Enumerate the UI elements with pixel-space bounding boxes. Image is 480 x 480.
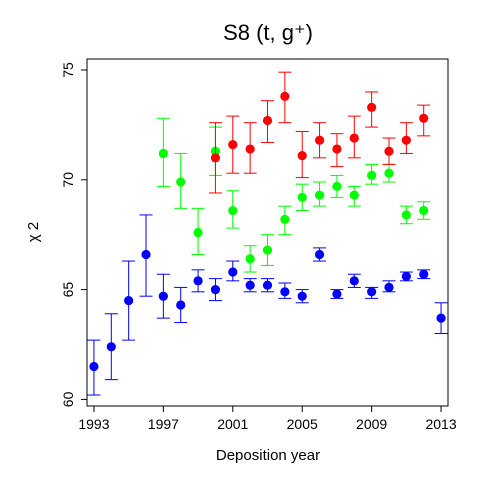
x-tick-label: 2005 <box>287 416 318 432</box>
series-1 <box>156 117 431 273</box>
data-point <box>332 181 342 191</box>
data-point <box>176 300 186 310</box>
y-axis-title: χ 2 <box>25 222 42 242</box>
data-point <box>228 267 238 277</box>
data-point <box>210 153 221 163</box>
y-tick-label: 75 <box>60 62 76 78</box>
data-point <box>384 282 394 293</box>
data-point <box>349 133 359 143</box>
data-point <box>419 269 429 279</box>
data-point <box>228 205 238 216</box>
data-point <box>401 135 411 145</box>
data-point <box>280 214 290 224</box>
plot-frame <box>86 58 449 407</box>
data-point <box>297 192 307 202</box>
y-tick-label: 60 <box>60 391 76 407</box>
x-tick-label: 2009 <box>356 416 387 432</box>
data-point <box>193 276 203 286</box>
data-point <box>245 144 255 154</box>
data-point <box>401 271 411 282</box>
data-point <box>106 342 116 352</box>
x-tick-label: 2013 <box>425 416 456 432</box>
data-point <box>89 361 99 372</box>
data-point <box>245 254 255 264</box>
data-point <box>297 151 307 161</box>
data-point <box>158 291 168 301</box>
data-point <box>176 177 186 187</box>
data-point <box>124 295 134 306</box>
data-point <box>228 140 238 150</box>
data-marks <box>87 71 448 396</box>
chart-title: S8 (t, g⁺) <box>223 20 313 45</box>
data-point <box>314 190 325 200</box>
data-point <box>332 144 342 154</box>
data-point <box>280 91 290 101</box>
x-axis-title: Deposition year <box>216 447 320 464</box>
data-point <box>314 249 325 260</box>
y-tick-label: 65 <box>60 282 76 298</box>
x-tick-label: 1997 <box>148 416 179 432</box>
data-point <box>419 205 429 216</box>
data-point <box>245 280 255 290</box>
x-tick-label: 1993 <box>78 416 109 432</box>
data-point <box>436 313 446 323</box>
data-point <box>193 227 203 238</box>
data-point <box>332 289 342 299</box>
series-2 <box>208 71 431 194</box>
x-tick-label: 2001 <box>217 416 248 432</box>
data-point <box>141 249 151 260</box>
data-point <box>314 135 325 145</box>
data-point <box>210 285 221 295</box>
data-point <box>401 210 411 220</box>
data-point <box>367 170 377 180</box>
data-point <box>367 287 377 297</box>
data-point <box>158 148 168 159</box>
data-point <box>280 287 290 297</box>
y-axis: 60 65 70 75 <box>60 62 87 407</box>
data-point <box>384 146 394 156</box>
y-tick-label: 70 <box>60 172 76 188</box>
data-point <box>262 280 273 290</box>
data-point <box>419 113 429 123</box>
data-point <box>262 115 273 126</box>
data-point <box>349 276 359 286</box>
series-0 <box>87 214 448 396</box>
data-point <box>384 168 394 178</box>
data-point <box>297 291 307 301</box>
data-point <box>262 245 273 255</box>
data-point <box>349 190 359 200</box>
x-axis: 1993 1997 2001 2005 2009 2013 <box>78 406 457 432</box>
data-point <box>367 102 377 112</box>
